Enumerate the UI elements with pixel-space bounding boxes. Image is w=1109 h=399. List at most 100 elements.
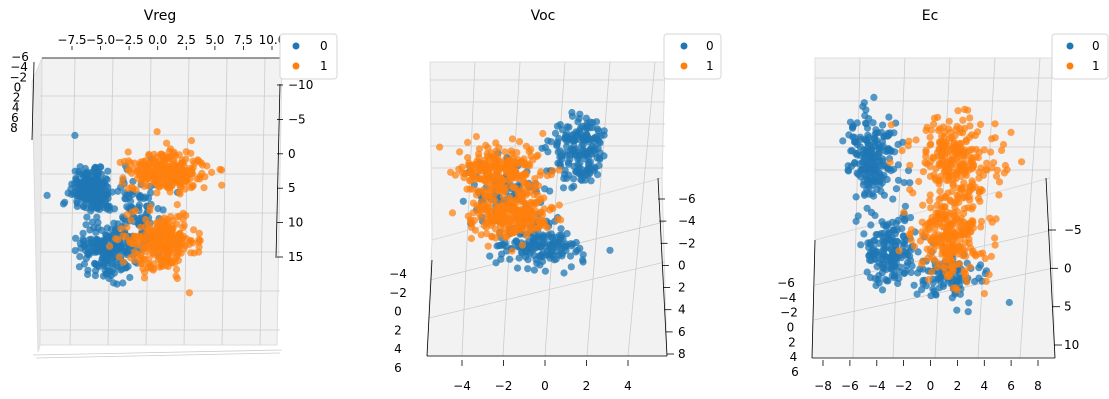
series-0-point bbox=[879, 142, 887, 150]
y-tick-label: 5 bbox=[1064, 300, 1072, 314]
series-1-point bbox=[980, 146, 988, 154]
series-1-point bbox=[898, 147, 906, 155]
series-1-point bbox=[153, 189, 161, 197]
series-1-point bbox=[980, 290, 989, 298]
series-0-point bbox=[556, 147, 564, 155]
series-0-point bbox=[885, 131, 893, 139]
series-1-point bbox=[116, 158, 124, 167]
series-0-point bbox=[553, 122, 562, 130]
series-1-point bbox=[945, 117, 953, 125]
series-1-point bbox=[466, 161, 475, 170]
series-1-point bbox=[182, 148, 190, 156]
legend: 0 1 bbox=[279, 33, 338, 80]
series-0-point bbox=[104, 167, 112, 175]
x-tick-label: 4 bbox=[980, 379, 988, 393]
series-0-point bbox=[561, 135, 569, 143]
series-1-point bbox=[975, 168, 983, 176]
series-1-point bbox=[128, 169, 136, 177]
series-0-point bbox=[852, 193, 860, 201]
series-0-point bbox=[914, 248, 922, 256]
series-1-point bbox=[953, 208, 962, 216]
series-0-point bbox=[544, 233, 552, 241]
series-1-point bbox=[955, 140, 963, 148]
series-1-point bbox=[522, 142, 531, 150]
series-1-point bbox=[515, 224, 523, 232]
series-0-point bbox=[103, 249, 111, 257]
series-1-point bbox=[174, 174, 182, 183]
x-tick-label: −2 bbox=[495, 379, 513, 393]
series-0-point bbox=[890, 165, 898, 173]
series-0-point bbox=[929, 285, 937, 293]
series-0-point bbox=[80, 202, 88, 210]
series-1-point bbox=[157, 221, 165, 229]
z-tick-label: 2 bbox=[788, 335, 796, 349]
series-1-point bbox=[477, 231, 485, 239]
series-1-point bbox=[117, 225, 125, 233]
z-tick-label: −4 bbox=[779, 291, 797, 305]
x-tick-label: −2.5 bbox=[115, 33, 144, 47]
series-1-point bbox=[945, 135, 954, 143]
series-0-point bbox=[541, 185, 549, 193]
z-tick-label: 4 bbox=[12, 101, 20, 115]
series-0-point bbox=[892, 220, 900, 228]
series-1-point bbox=[451, 171, 459, 179]
z-tick-label: −2 bbox=[780, 306, 798, 320]
z-tick-label: −4 bbox=[10, 60, 28, 74]
series-0-point bbox=[590, 134, 599, 142]
series-1-point bbox=[933, 201, 941, 209]
series-1-point bbox=[926, 162, 934, 170]
series-0-point bbox=[894, 176, 903, 184]
series-0-point bbox=[913, 290, 921, 298]
series-1-point bbox=[153, 128, 161, 136]
series-1-point bbox=[991, 120, 999, 128]
series-0-point bbox=[84, 266, 92, 274]
series-1-point bbox=[981, 254, 989, 263]
series-1-point bbox=[156, 227, 164, 235]
series-1-point bbox=[969, 162, 978, 171]
series-0-point bbox=[547, 138, 555, 146]
series-1-point bbox=[468, 185, 476, 193]
series-1-point bbox=[932, 165, 940, 173]
series-0-point bbox=[557, 225, 565, 233]
series-0-point bbox=[852, 217, 860, 225]
series-1-point bbox=[948, 156, 956, 164]
x-axis-ticks: −4 −2 0 2 4 bbox=[453, 360, 632, 393]
series-1-point bbox=[187, 249, 195, 257]
series-0-point bbox=[538, 144, 546, 152]
series-1-point bbox=[464, 138, 472, 146]
series-0-point bbox=[586, 148, 594, 156]
series-1-point bbox=[959, 116, 967, 124]
series-1-point bbox=[985, 271, 993, 279]
series-1-point bbox=[505, 176, 513, 184]
series-1-point bbox=[936, 260, 944, 268]
series-0-point bbox=[550, 256, 558, 264]
series-1-point bbox=[172, 168, 180, 177]
series-1-point bbox=[119, 174, 127, 182]
series-1-point bbox=[511, 197, 520, 205]
x-tick-label: −4 bbox=[453, 379, 471, 393]
series-1-point bbox=[956, 223, 964, 231]
series-1-point bbox=[165, 232, 173, 240]
series-0-point bbox=[101, 191, 109, 199]
series-1-point bbox=[175, 239, 183, 247]
x-axis-ticks: −7.5 −5.0 −2.5 0.0 2.5 5.0 7.5 10.0 bbox=[57, 33, 285, 50]
series-0-point bbox=[76, 253, 84, 261]
series-1-point bbox=[483, 230, 491, 238]
series-1-point bbox=[534, 198, 542, 206]
series-1-point bbox=[492, 166, 500, 174]
legend-label-0: 0 bbox=[1092, 39, 1100, 53]
series-1-point bbox=[502, 215, 510, 223]
series-0-point bbox=[871, 211, 879, 220]
series-0-point bbox=[878, 260, 886, 268]
series-1-point bbox=[196, 236, 204, 244]
z-tick-label: 0 bbox=[14, 80, 22, 94]
series-1-point bbox=[950, 199, 958, 207]
series-1-point bbox=[172, 253, 180, 261]
series-1-point bbox=[961, 193, 969, 201]
series-1-point bbox=[154, 176, 163, 184]
series-0-point bbox=[101, 255, 109, 263]
series-1-point bbox=[543, 172, 552, 180]
series-1-point bbox=[163, 166, 171, 174]
axis-line-left bbox=[811, 239, 816, 359]
